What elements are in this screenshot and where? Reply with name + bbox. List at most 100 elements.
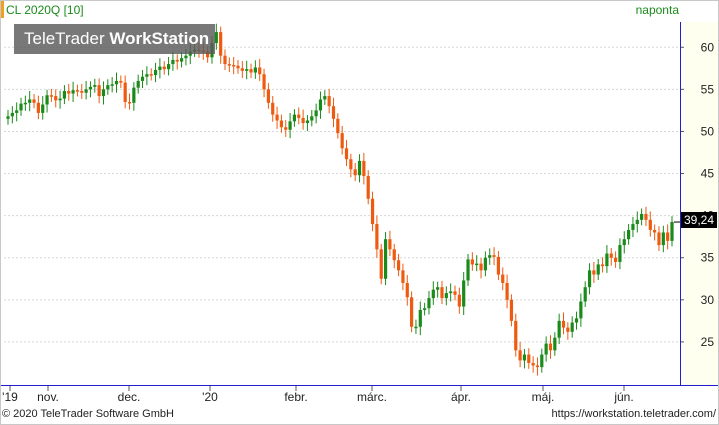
candle-body (618, 245, 622, 262)
candle-body (627, 229, 631, 240)
candle-body (219, 32, 223, 56)
candle-body (318, 99, 323, 111)
candle-body (323, 96, 327, 100)
candle-body (127, 101, 132, 104)
candle-body (609, 253, 613, 258)
candle-body (583, 287, 587, 302)
candle-body (279, 120, 284, 128)
candle-body (666, 232, 670, 241)
x-tick-label: jún. (613, 390, 633, 404)
candle-body (284, 127, 288, 130)
candle-body (110, 84, 114, 86)
candle-body (158, 66, 162, 70)
candle-body (661, 232, 665, 246)
candle-body (405, 282, 409, 298)
candle-body (340, 133, 344, 149)
candle-body (305, 120, 310, 124)
candle-body (10, 112, 14, 117)
candle-body (175, 59, 179, 62)
candle-body (657, 232, 661, 246)
copyright-text: © 2020 TeleTrader Software GmbH (2, 408, 174, 420)
candle-body (149, 74, 153, 76)
candle-body (84, 89, 88, 93)
candle-body (579, 301, 583, 319)
candle-body (505, 282, 509, 300)
brand-name-bold: WorkStation (109, 29, 210, 48)
candle-body (496, 256, 501, 275)
candle-body (635, 219, 639, 225)
candle-body (423, 308, 427, 310)
instrument-symbol[interactable]: CL 2020Q [10] (6, 3, 84, 17)
candle-body (531, 362, 535, 366)
x-tick-label: márc. (357, 390, 387, 404)
candle-body (331, 106, 336, 119)
y-tick-label: 50 (701, 124, 715, 138)
candle-body (15, 110, 19, 113)
candle-body (253, 67, 257, 73)
candle-body (45, 95, 49, 105)
candle-body (166, 64, 171, 70)
candle-body (622, 239, 626, 246)
candle-body (140, 76, 145, 81)
x-tick-label: '19 (2, 390, 18, 404)
candle-body (162, 66, 166, 70)
candle-body (366, 176, 370, 199)
candle-body (245, 69, 249, 71)
candle-body (501, 274, 505, 283)
candle-body (436, 287, 440, 290)
x-tick-label: '20 (202, 390, 218, 404)
candle-body (349, 159, 353, 170)
candle-body (518, 350, 522, 361)
candle-body (153, 69, 158, 76)
candle-body (184, 55, 188, 59)
candle-body (375, 224, 379, 250)
candle-body (145, 74, 149, 77)
candle-body (440, 287, 444, 299)
candle-body (670, 222, 674, 241)
candle-body (509, 299, 514, 321)
candle-body (314, 110, 318, 117)
candle-body (470, 259, 474, 265)
candle-body (535, 365, 540, 368)
source-url[interactable]: https://workstation.teletrader.com/ (551, 408, 716, 420)
candle-body (262, 74, 266, 90)
candle-body (206, 51, 210, 58)
candle-body (327, 96, 331, 107)
candle-body (88, 86, 93, 90)
candle-body (171, 59, 175, 65)
x-tick-label: nov. (37, 390, 59, 404)
candle-body (574, 318, 579, 323)
candle-body (587, 270, 592, 288)
x-tick-label: dec. (118, 390, 141, 404)
candle-body (132, 87, 136, 103)
candle-body (232, 64, 236, 67)
candle-body (544, 343, 548, 355)
y-tick-label: 25 (701, 335, 715, 349)
candle-body (258, 67, 262, 75)
candle-body (179, 58, 184, 62)
candle-body (475, 263, 479, 266)
candle-body (488, 255, 492, 258)
candle-body (301, 117, 305, 124)
candle-body (379, 249, 383, 279)
candle-body (49, 95, 53, 97)
y-tick-label: 55 (701, 82, 715, 96)
candle-body (62, 91, 67, 99)
candle-body (640, 213, 644, 220)
candle-body (631, 224, 635, 230)
candle-body (483, 257, 487, 271)
candle-body (106, 85, 110, 90)
candle-body (396, 260, 401, 271)
candle-body (266, 89, 270, 103)
period-label[interactable]: naponta (635, 3, 679, 17)
candle-body (58, 98, 62, 101)
candle-body (466, 259, 470, 281)
candle-body (600, 264, 605, 267)
candle-body (648, 219, 652, 230)
y-axis-panel (681, 22, 719, 386)
x-tick-label: febr. (284, 390, 307, 404)
candle-body (114, 80, 119, 85)
candle-body (357, 160, 362, 176)
